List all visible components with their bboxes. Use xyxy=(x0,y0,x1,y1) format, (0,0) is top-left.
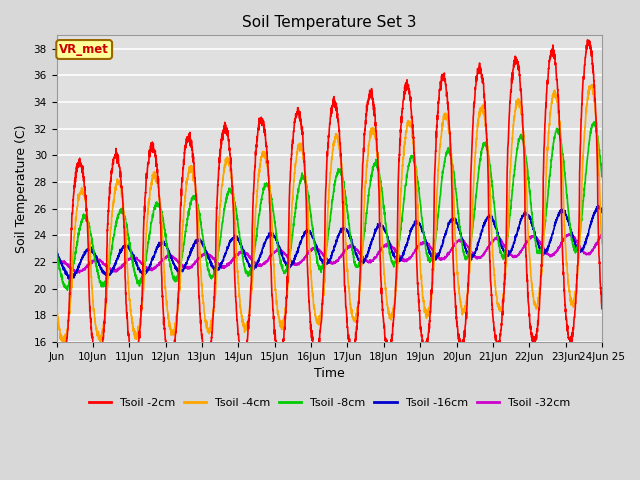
Text: VR_met: VR_met xyxy=(60,43,109,56)
Legend: Tsoil -2cm, Tsoil -4cm, Tsoil -8cm, Tsoil -16cm, Tsoil -32cm: Tsoil -2cm, Tsoil -4cm, Tsoil -8cm, Tsoi… xyxy=(84,394,574,412)
Title: Soil Temperature Set 3: Soil Temperature Set 3 xyxy=(242,15,417,30)
X-axis label: Time: Time xyxy=(314,367,344,380)
Y-axis label: Soil Temperature (C): Soil Temperature (C) xyxy=(15,124,28,253)
